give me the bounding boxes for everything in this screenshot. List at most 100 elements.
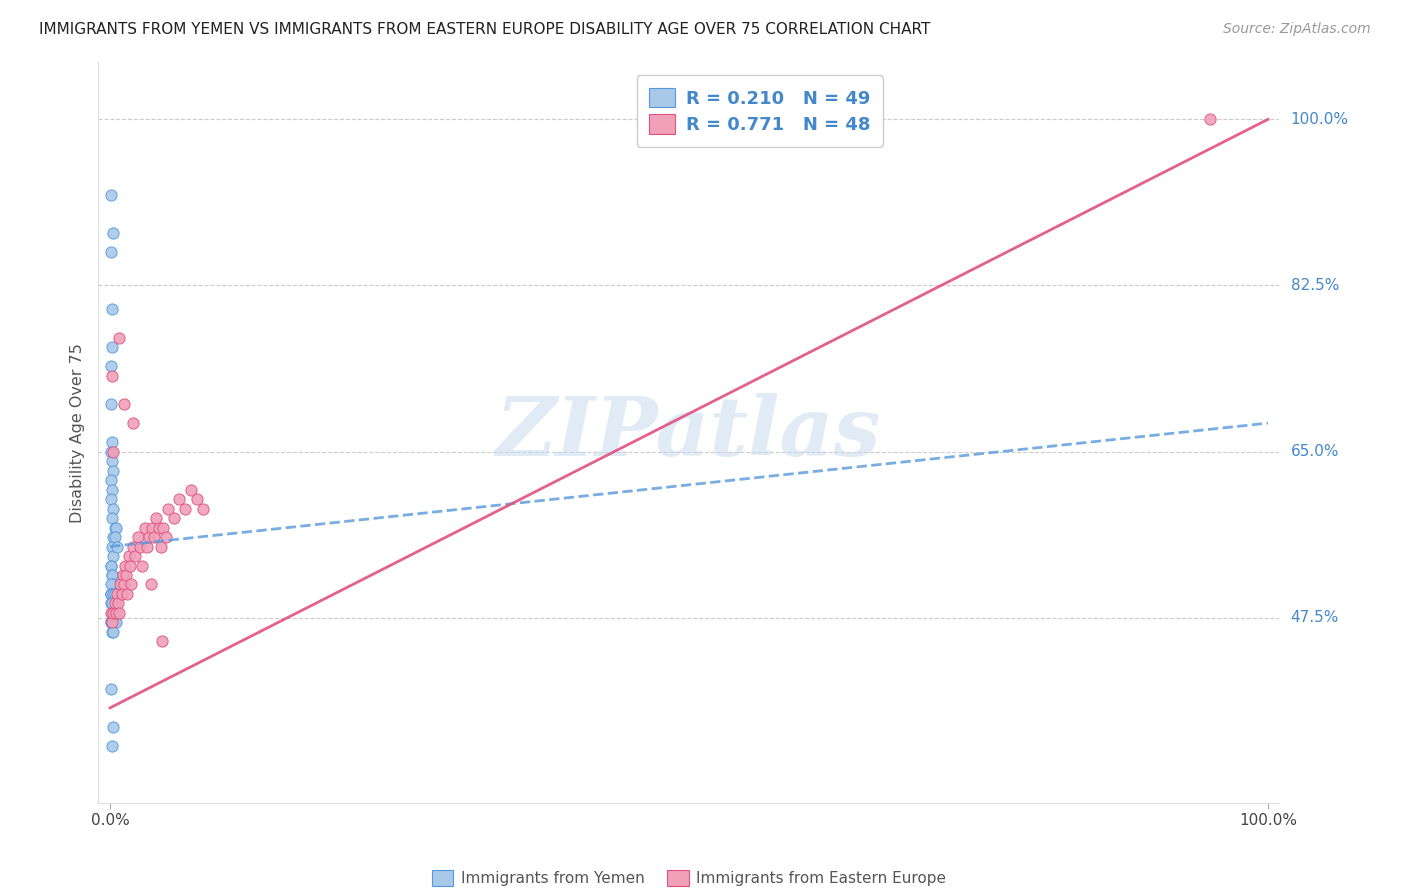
- Point: [100, 615, 122, 630]
- Point: [100, 397, 122, 411]
- Point: [112, 577, 135, 591]
- Point: [101, 615, 124, 630]
- Point: [163, 511, 186, 525]
- Point: [104, 530, 127, 544]
- Point: [104, 615, 127, 630]
- Point: [101, 568, 124, 582]
- Point: [122, 540, 145, 554]
- Point: [103, 587, 125, 601]
- Point: [101, 597, 124, 611]
- Point: [117, 587, 139, 601]
- Text: ZIPatlas: ZIPatlas: [496, 392, 882, 473]
- Point: [118, 558, 141, 573]
- Point: [150, 634, 173, 648]
- Point: [1199, 112, 1222, 127]
- Point: [103, 444, 125, 458]
- Point: [100, 359, 122, 374]
- Point: [101, 435, 124, 450]
- Point: [115, 568, 138, 582]
- Point: [114, 558, 136, 573]
- Point: [180, 483, 202, 497]
- Point: [103, 227, 125, 241]
- Point: [110, 587, 132, 601]
- Point: [100, 491, 122, 506]
- Point: [104, 587, 127, 601]
- Point: [117, 549, 139, 563]
- Point: [110, 577, 132, 591]
- Text: 82.5%: 82.5%: [1291, 278, 1339, 293]
- Point: [100, 587, 122, 601]
- Point: [103, 530, 125, 544]
- Point: [127, 530, 149, 544]
- Point: [141, 520, 163, 534]
- Point: [104, 615, 127, 630]
- Point: [100, 606, 122, 620]
- Point: [101, 454, 124, 468]
- Point: [103, 577, 125, 591]
- Point: [131, 558, 153, 573]
- Point: [100, 615, 122, 630]
- Point: [104, 520, 127, 534]
- Point: [105, 587, 128, 601]
- Point: [101, 540, 124, 554]
- Point: [100, 558, 122, 573]
- Point: [101, 511, 124, 525]
- Point: [100, 558, 122, 573]
- Point: [148, 520, 170, 534]
- Text: Source: ZipAtlas.com: Source: ZipAtlas.com: [1223, 22, 1371, 37]
- Point: [108, 331, 131, 345]
- Point: [100, 597, 122, 611]
- Point: [129, 540, 152, 554]
- Point: [145, 511, 167, 525]
- Point: [191, 501, 214, 516]
- Point: [134, 520, 156, 534]
- Point: [136, 540, 159, 554]
- Point: [111, 568, 134, 582]
- Point: [103, 501, 125, 516]
- Point: [105, 540, 128, 554]
- Point: [139, 577, 162, 591]
- Point: [112, 397, 135, 411]
- Point: [155, 530, 177, 544]
- Point: [103, 549, 125, 563]
- Point: [101, 739, 124, 753]
- Point: [101, 483, 124, 497]
- Point: [104, 597, 127, 611]
- Point: [124, 549, 146, 563]
- Point: [107, 597, 129, 611]
- Point: [122, 416, 145, 430]
- Point: [156, 501, 179, 516]
- Text: 47.5%: 47.5%: [1291, 610, 1339, 625]
- Point: [100, 188, 122, 202]
- Point: [103, 606, 125, 620]
- Point: [100, 681, 122, 696]
- Text: 65.0%: 65.0%: [1291, 444, 1339, 459]
- Point: [108, 606, 131, 620]
- Point: [149, 540, 172, 554]
- Point: [152, 520, 174, 534]
- Point: [103, 606, 125, 620]
- Point: [101, 568, 124, 582]
- Point: [120, 577, 142, 591]
- Legend: Immigrants from Yemen, Immigrants from Eastern Europe: Immigrants from Yemen, Immigrants from E…: [425, 863, 953, 892]
- Point: [101, 624, 124, 639]
- Point: [103, 624, 125, 639]
- Point: [103, 464, 125, 478]
- Point: [143, 530, 166, 544]
- Point: [104, 520, 127, 534]
- Point: [104, 606, 127, 620]
- Point: [101, 340, 124, 354]
- Point: [100, 473, 122, 487]
- Point: [100, 577, 122, 591]
- Point: [138, 530, 160, 544]
- Text: 100.0%: 100.0%: [1291, 112, 1348, 127]
- Point: [103, 720, 125, 734]
- Point: [100, 444, 122, 458]
- Point: [100, 587, 122, 601]
- Point: [100, 245, 122, 260]
- Point: [101, 302, 124, 317]
- Point: [101, 368, 124, 383]
- Point: [100, 615, 122, 630]
- Point: [174, 501, 197, 516]
- Point: [100, 587, 122, 601]
